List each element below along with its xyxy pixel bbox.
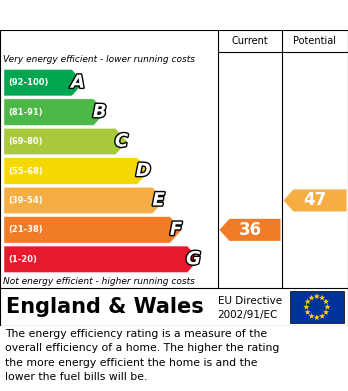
Polygon shape xyxy=(324,304,331,310)
Polygon shape xyxy=(303,304,309,310)
Polygon shape xyxy=(304,298,311,304)
Text: England & Wales: England & Wales xyxy=(6,297,204,317)
Text: Potential: Potential xyxy=(293,36,337,46)
Polygon shape xyxy=(4,70,84,96)
Polygon shape xyxy=(4,217,182,243)
Bar xyxy=(290,291,344,323)
Text: 2002/91/EC: 2002/91/EC xyxy=(218,310,278,320)
Polygon shape xyxy=(304,309,311,315)
Text: Energy Efficiency Rating: Energy Efficiency Rating xyxy=(10,7,220,23)
Text: F: F xyxy=(170,221,182,239)
Text: G: G xyxy=(186,250,201,268)
Text: A: A xyxy=(71,74,85,92)
Text: (81-91): (81-91) xyxy=(8,108,42,117)
Text: 47: 47 xyxy=(303,192,327,210)
Polygon shape xyxy=(309,295,315,300)
Text: (55-68): (55-68) xyxy=(8,167,43,176)
Polygon shape xyxy=(319,295,325,300)
Text: (92-100): (92-100) xyxy=(8,78,48,87)
Polygon shape xyxy=(323,309,329,315)
Text: (69-80): (69-80) xyxy=(8,137,42,146)
Text: C: C xyxy=(115,133,128,151)
Polygon shape xyxy=(314,314,320,320)
Polygon shape xyxy=(4,128,127,155)
Text: Not energy efficient - higher running costs: Not energy efficient - higher running co… xyxy=(3,276,195,285)
Text: E: E xyxy=(152,192,165,210)
Text: (21-38): (21-38) xyxy=(8,225,42,234)
Polygon shape xyxy=(323,298,329,304)
Text: EU Directive: EU Directive xyxy=(218,296,282,306)
Text: Very energy efficient - lower running costs: Very energy efficient - lower running co… xyxy=(3,56,195,65)
Text: (39-54): (39-54) xyxy=(8,196,42,205)
Polygon shape xyxy=(4,187,165,213)
Polygon shape xyxy=(4,246,199,273)
Polygon shape xyxy=(4,158,149,184)
Polygon shape xyxy=(314,293,320,299)
Text: Current: Current xyxy=(232,36,268,46)
Polygon shape xyxy=(309,313,315,319)
Text: 36: 36 xyxy=(238,221,262,239)
Text: B: B xyxy=(93,103,106,121)
Text: D: D xyxy=(136,162,151,180)
Polygon shape xyxy=(220,219,280,241)
Text: (1-20): (1-20) xyxy=(8,255,37,264)
Polygon shape xyxy=(319,313,325,319)
Polygon shape xyxy=(4,99,106,126)
Text: The energy efficiency rating is a measure of the
overall efficiency of a home. T: The energy efficiency rating is a measur… xyxy=(5,329,279,382)
Polygon shape xyxy=(284,189,347,212)
